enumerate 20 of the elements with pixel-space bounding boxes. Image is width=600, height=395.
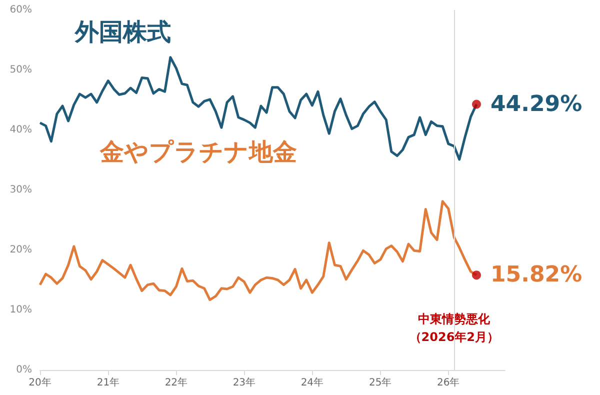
x-tick-label: 21年 [96,376,120,388]
x-tick-label: 20年 [28,376,52,388]
annotation: （2026年2月） [409,330,500,344]
y-tick-label: 60% [10,4,32,16]
y-tick-label: 0% [16,364,32,376]
data-label: 44.29% [490,92,582,117]
y-tick-label: 20% [10,244,32,256]
x-tick-label: 24年 [300,376,324,388]
y-tick-label: 10% [10,304,32,316]
series-label: 外国株式 [74,18,171,46]
y-tick-label: 40% [10,124,32,136]
text: 金やプラチナ地金 [99,138,297,166]
y-tick-label: 50% [10,64,32,76]
x-tick-label: 26年 [437,376,460,388]
x-tick-label: 25年 [369,376,392,388]
annotation: 中東情勢悪化 [418,312,492,326]
x-tick-label: 23年 [232,376,256,388]
y-tick-label: 30% [10,184,32,196]
data-label: 15.82% [490,262,582,288]
x-tick-label: 22年 [164,376,188,388]
